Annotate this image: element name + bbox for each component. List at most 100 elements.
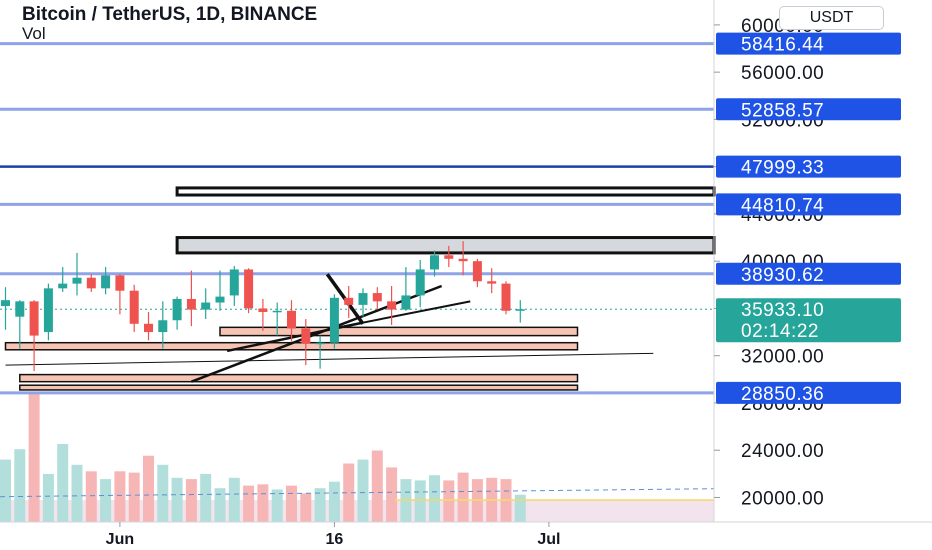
trendlines-layer	[5, 273, 654, 383]
volume-bar	[271, 489, 283, 522]
candle-body	[215, 296, 225, 303]
volume-bar	[386, 467, 398, 522]
candle-body	[86, 277, 96, 289]
zone-rect	[175, 186, 716, 197]
volume-bar	[228, 477, 240, 522]
candle-body	[129, 290, 139, 324]
candle-body	[458, 258, 468, 262]
y-tick-label: 32000.00	[741, 347, 824, 368]
volume-bar	[157, 464, 169, 522]
volume-bar	[0, 459, 11, 522]
time-axis: Jun 16 Jul	[0, 521, 932, 550]
candle-body	[244, 269, 254, 309]
candle-body	[186, 298, 196, 310]
volume-bar	[143, 455, 154, 522]
volume-layer	[0, 392, 715, 522]
x-tick-label: 16	[326, 531, 344, 548]
y-tick-label: 24000.00	[741, 441, 824, 462]
candle-body	[72, 277, 82, 284]
time-axis-background	[0, 522, 932, 550]
volume-bar	[343, 463, 355, 522]
volume-bar	[243, 485, 255, 522]
candle-body	[329, 297, 339, 343]
volume-bar	[371, 450, 383, 522]
level-label-text: 47999.33	[741, 158, 824, 179]
zone-rect	[19, 373, 579, 383]
candle-body	[272, 310, 282, 313]
level-label-text: 52858.57	[741, 100, 824, 121]
volume-bar	[328, 481, 340, 522]
volume-bar	[429, 475, 440, 522]
candle-body	[58, 283, 68, 289]
candle-body	[287, 310, 296, 329]
volume-bar	[42, 473, 54, 522]
trendline	[327, 300, 471, 331]
candle-body	[1, 300, 10, 307]
trendline	[5, 352, 654, 366]
volume-bar	[514, 494, 526, 522]
volume-bar	[200, 473, 212, 522]
candle-body	[258, 308, 268, 312]
y-tick-label: 56000.00	[741, 63, 824, 84]
y-tick-label: 20000.00	[741, 488, 824, 509]
candle-body	[315, 342, 325, 345]
zone-rect	[219, 326, 579, 337]
volume-bar	[28, 392, 40, 522]
level-labels-layer: 58416.44 52858.57 47999.33 44810.74 38930.62…	[716, 32, 901, 405]
level-label-box	[716, 155, 901, 178]
zones-layer	[4, 186, 716, 391]
candle-body	[301, 328, 311, 344]
volume-bar	[357, 459, 369, 522]
level-label-text: 28850.36	[741, 384, 824, 405]
volume-bar	[414, 480, 426, 522]
volume-bar	[171, 477, 183, 522]
candles-layer	[1, 241, 525, 372]
candle-body	[158, 320, 168, 333]
volume-bar	[443, 480, 455, 522]
candle-body	[444, 255, 454, 259]
level-label-box	[716, 193, 901, 216]
candle-body	[401, 295, 411, 310]
volume-indicator-label[interactable]: Vol	[22, 24, 46, 43]
candle-body	[43, 288, 53, 333]
level-label-box	[716, 381, 901, 404]
volume-bar	[185, 479, 197, 522]
candle-body	[172, 298, 182, 321]
candle-body	[387, 301, 397, 310]
trendline	[190, 284, 443, 383]
level-label-box	[716, 98, 901, 121]
volume-bar	[57, 444, 69, 522]
candle-body	[358, 293, 368, 305]
countdown-text: 02:14:22	[741, 321, 819, 342]
candle-body	[515, 309, 525, 311]
candle-body	[144, 323, 153, 333]
volume-bar	[300, 493, 312, 522]
currency-button[interactable]: USDT	[779, 6, 884, 30]
candle-body	[501, 283, 511, 311]
current-price-box	[716, 298, 901, 343]
x-tick-label: Jul	[537, 531, 560, 548]
level-label-text: 58416.44	[741, 35, 824, 56]
volume-bar	[286, 485, 297, 522]
candle-body	[115, 275, 125, 291]
candle-body	[415, 269, 425, 296]
chart-title: Bitcoin / TetherUS, 1D, BINANCE	[22, 4, 318, 25]
volume-bar	[71, 464, 83, 522]
volume-bar	[457, 472, 469, 522]
candle-body	[201, 302, 211, 310]
volume-bar	[257, 484, 269, 522]
level-label-text: 44810.74	[741, 195, 824, 216]
volume-moving-average	[0, 488, 715, 498]
level-label-box	[716, 32, 901, 55]
levels-layer	[0, 42, 714, 395]
volume-bar	[314, 488, 326, 522]
candle-body	[487, 281, 497, 284]
zone-rect	[175, 236, 716, 255]
volume-bar	[85, 471, 97, 522]
volume-bar	[100, 479, 112, 522]
x-tick-label: Jun	[106, 531, 134, 548]
current-price-text: 35933.10	[741, 300, 824, 321]
volume-bar	[214, 488, 226, 522]
volume-bar	[114, 471, 126, 522]
